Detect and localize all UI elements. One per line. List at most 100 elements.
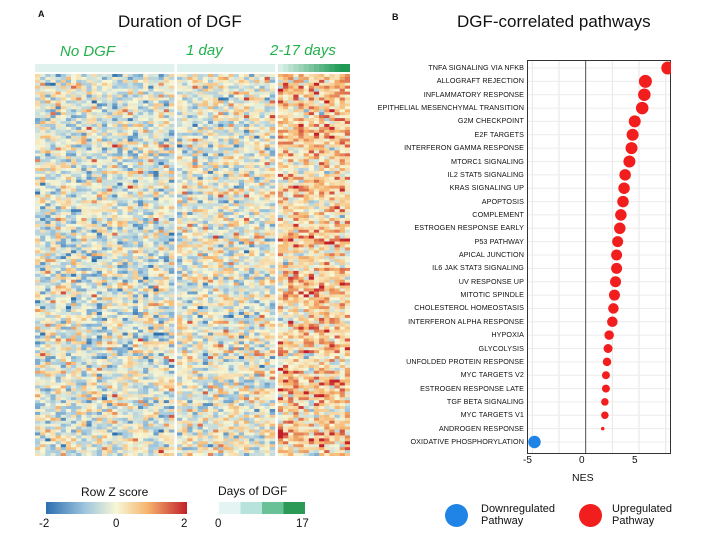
heatmap-cell	[122, 215, 128, 219]
heatmap-cell	[96, 444, 103, 448]
heatmap-cell	[50, 179, 56, 184]
heatmap-cell	[138, 223, 144, 228]
heatmap-cell	[228, 112, 234, 116]
heatmap-cell	[158, 414, 165, 419]
annotation-cell	[163, 64, 170, 72]
heatmap-cell	[132, 85, 139, 89]
heatmap-cell	[91, 129, 98, 134]
heatmap-cell	[122, 350, 128, 354]
heatmap-cell	[202, 403, 209, 407]
heatmap-cell	[55, 388, 62, 392]
heatmap-cell	[81, 394, 87, 398]
heatmap-cell	[60, 250, 67, 254]
heatmap-cell	[60, 206, 67, 210]
heatmap-cell	[143, 132, 149, 137]
heatmap-cell	[96, 435, 103, 439]
heatmap-cell	[101, 253, 108, 257]
heatmap-cell	[168, 197, 175, 201]
heatmap-cell	[138, 250, 144, 254]
heatmap-cell	[218, 314, 224, 319]
heatmap-cell	[228, 335, 234, 339]
heatmap-cell	[107, 85, 113, 89]
heatmap-cell	[86, 162, 92, 166]
heatmap-cell	[91, 320, 98, 325]
heatmap-cell	[168, 144, 175, 148]
heatmap-cell	[187, 194, 193, 198]
heatmap-cell	[163, 138, 170, 142]
heatmap-cell	[65, 294, 72, 298]
heatmap-cell	[86, 203, 92, 207]
heatmap-cell	[138, 197, 144, 201]
heatmap-cell	[168, 323, 175, 328]
heatmap-cell	[132, 103, 139, 107]
heatmap-cell	[132, 170, 139, 175]
heatmap-cell	[101, 94, 108, 98]
heatmap-cell	[213, 420, 219, 424]
heatmap-cell	[112, 435, 118, 439]
heatmap-cell	[197, 241, 204, 245]
heatmap-cell	[40, 100, 46, 104]
heatmap-cell	[40, 235, 46, 239]
heatmap-cell	[132, 382, 139, 386]
heatmap-cell	[55, 391, 62, 395]
heatmap-cell	[197, 100, 204, 104]
heatmap-cell	[86, 226, 92, 231]
heatmap-cell	[122, 300, 128, 304]
heatmap-cell	[153, 129, 159, 134]
heatmap-cell	[35, 314, 41, 319]
heatmap-cell	[55, 400, 62, 404]
heatmap-cell	[76, 394, 82, 398]
heatmap-cell	[101, 423, 108, 427]
heatmap-cell	[60, 388, 67, 392]
heatmap-cell	[127, 303, 134, 307]
heatmap-cell	[107, 329, 113, 333]
heatmap-cell	[35, 406, 41, 410]
heatmap-cell	[187, 312, 193, 316]
heatmap-cell	[187, 223, 193, 228]
heatmap-cell	[71, 109, 77, 113]
heatmap-cell	[182, 115, 188, 119]
heatmap-cell	[55, 394, 62, 398]
heatmap-cell	[112, 126, 118, 131]
heatmap-cell	[35, 453, 41, 456]
heatmap-cell	[143, 394, 149, 398]
heatmap-cell	[96, 156, 103, 160]
heatmap-cell	[223, 444, 229, 448]
heatmap-cell	[143, 76, 149, 81]
heatmap-cell	[197, 238, 204, 242]
heatmap-cell	[153, 247, 159, 251]
heatmap-cell	[40, 250, 46, 254]
heatmap-cell	[213, 115, 219, 119]
heatmap-cell	[91, 259, 98, 263]
heatmap-cell	[96, 303, 103, 307]
heatmap-cell	[192, 112, 198, 116]
heatmap-cell	[148, 100, 154, 104]
heatmap-cell	[65, 153, 72, 157]
heatmap-cell	[148, 400, 154, 404]
heatmap-cell	[101, 182, 108, 186]
annotation-cell	[197, 64, 204, 72]
heatmap-cell	[192, 115, 198, 119]
heatmap-cell	[223, 367, 229, 372]
heatmap-cell	[168, 279, 175, 283]
heatmap-cell	[127, 347, 134, 351]
heatmap-cell	[143, 85, 149, 89]
heatmap-cell	[107, 326, 113, 330]
heatmap-cell	[127, 397, 134, 401]
heatmap-cell	[96, 270, 103, 275]
heatmap-cell	[117, 385, 123, 389]
heatmap-cell	[65, 135, 72, 139]
heatmap-cell	[177, 229, 183, 233]
heatmap-cell	[153, 209, 159, 213]
heatmap-cell	[138, 235, 144, 239]
heatmap-cell	[101, 447, 108, 451]
heatmap-cell	[45, 350, 51, 354]
heatmap-cell	[148, 444, 154, 448]
heatmap-cell	[213, 179, 219, 184]
heatmap-cell	[163, 238, 170, 242]
heatmap-cell	[158, 438, 165, 442]
heatmap-cell	[153, 100, 159, 104]
heatmap-cell	[35, 223, 41, 228]
heatmap-cell	[163, 432, 170, 436]
heatmap-cell	[213, 314, 219, 319]
